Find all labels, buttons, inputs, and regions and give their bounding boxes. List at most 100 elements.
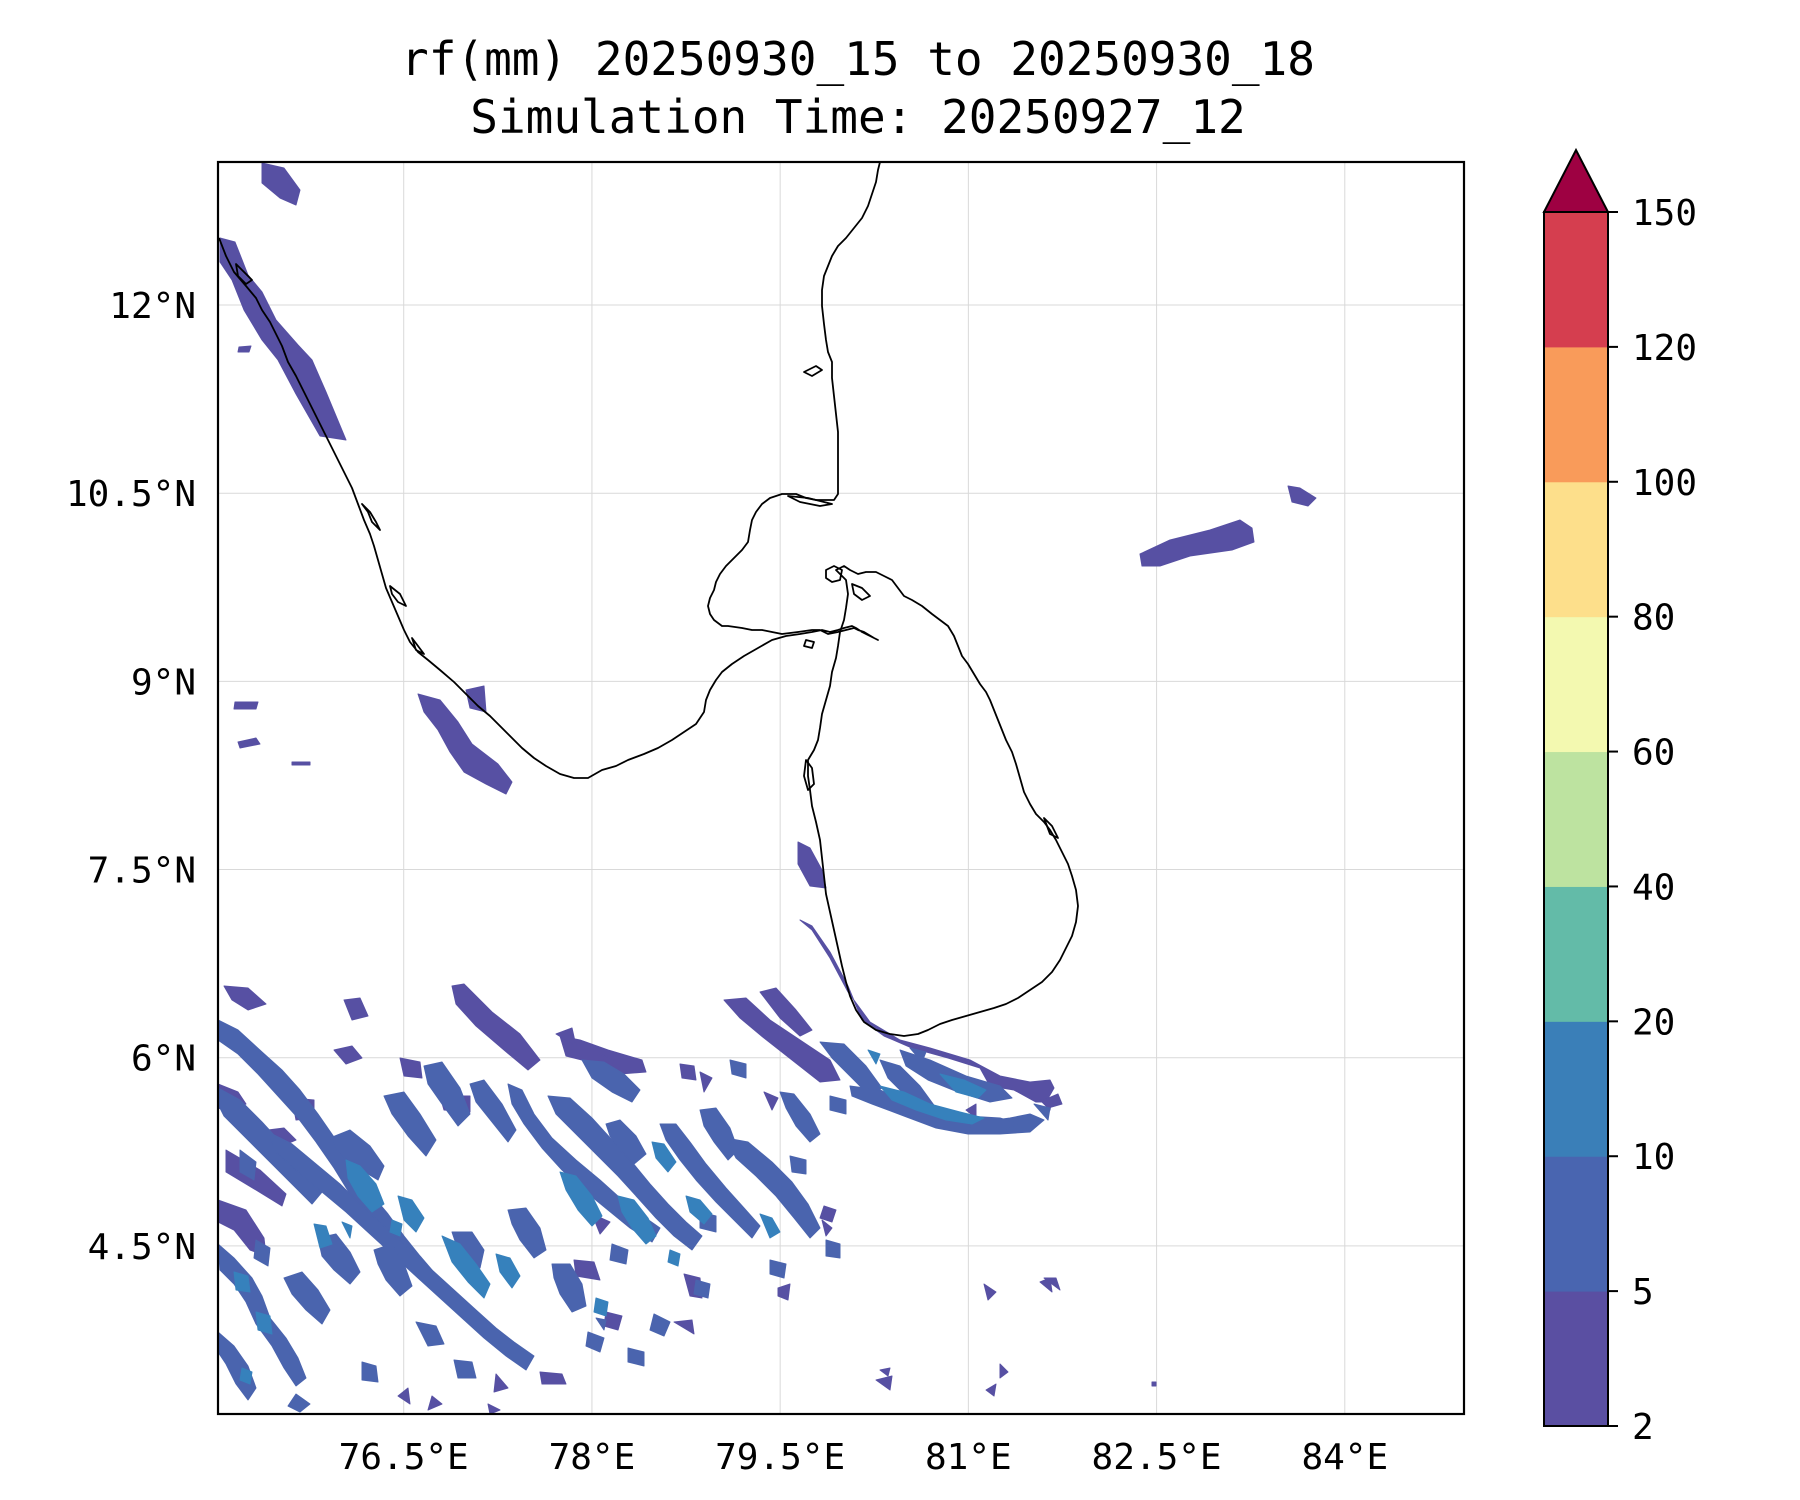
rain-swath-15 <box>779 1091 821 1143</box>
colorbar-tick-label: 100 <box>1632 463 1697 504</box>
rain-patch-sw-22 <box>493 1373 509 1393</box>
rain-core-13 <box>389 1219 403 1237</box>
rain-patch-small-2 <box>465 685 487 713</box>
lon-tick-label: 79.5°E <box>715 1437 845 1478</box>
rain-swath-35 <box>789 1155 807 1175</box>
colorbar-extend-arrow <box>1542 147 1610 213</box>
rain-core-17 <box>239 1367 253 1385</box>
rain-patch-sw-23 <box>397 1387 411 1405</box>
rain-swath-22 <box>373 1243 413 1297</box>
rain-patch-band-e <box>343 997 369 1021</box>
rain-swath-41 <box>595 1317 607 1331</box>
rain-patch-sw-12 <box>699 1071 713 1093</box>
rain-patch-sw-24 <box>427 1395 443 1411</box>
rain-core-18 <box>879 1085 985 1125</box>
rain-core-14 <box>341 1221 353 1239</box>
rain-patch-sw-29 <box>985 1383 997 1397</box>
rain-patch-band-d <box>223 985 267 1011</box>
rain-swath-30 <box>627 1347 645 1367</box>
lat-tick-label: 6°N <box>131 1039 196 1080</box>
rain-swath-37 <box>609 1243 629 1265</box>
rain-swath-36 <box>769 1259 787 1279</box>
colorbar: 2 5 10 20 40 60 80 100 120 150 <box>1542 147 1697 1448</box>
rain-swath-10 <box>581 1059 641 1103</box>
rain-swath-27 <box>361 1361 379 1383</box>
colorbar-tick-label: 150 <box>1632 193 1697 234</box>
palk-strait-island-2 <box>803 365 823 377</box>
rain-band-heavy <box>233 1049 987 1385</box>
rain-patch-band-a <box>723 997 841 1083</box>
colorbar-segment <box>1544 1291 1608 1427</box>
rain-patch-sw-9 <box>555 1027 577 1047</box>
rain-core-1 <box>345 1159 385 1213</box>
colorbar-tick-label: 10 <box>1632 1137 1675 1178</box>
srilanka-jaffna-detail-2 <box>851 583 871 601</box>
lat-tick-label: 12°N <box>109 286 196 327</box>
srilanka-islet <box>803 639 815 649</box>
rain-patch-band-b <box>759 987 813 1037</box>
rain-core-10 <box>313 1223 333 1249</box>
rain-swath-32 <box>585 1331 605 1353</box>
rain-patch-west-coast <box>219 237 347 441</box>
rain-swath-13 <box>699 1107 739 1161</box>
rain-patch-nw-top <box>261 162 301 206</box>
rain-core-2 <box>397 1195 425 1233</box>
lon-tick-label: 81°E <box>925 1437 1012 1478</box>
rain-core-7 <box>651 1141 677 1173</box>
rain-patch-small-1 <box>237 345 252 353</box>
rain-patch-sw-32 <box>965 1103 977 1119</box>
palk-strait-island <box>787 495 833 507</box>
rain-swath-40 <box>729 1059 747 1079</box>
rain-patch-sw-26 <box>821 1219 833 1237</box>
map-frame <box>216 160 1466 1416</box>
map-gridlines <box>218 162 1464 1414</box>
rain-swath-2 <box>218 1087 323 1205</box>
rain-swath-17 <box>253 1239 271 1267</box>
rain-patch-sw-31 <box>879 1367 891 1377</box>
coastlines <box>218 162 1079 1037</box>
rain-patch-sw-21 <box>539 1371 567 1385</box>
colorbar-tick-label: 60 <box>1632 733 1675 774</box>
rain-patch-sw-11 <box>679 1063 697 1081</box>
rain-patch-small-4 <box>237 737 261 749</box>
rain-patch-south-india <box>417 693 513 795</box>
india-coast-inlet-1 <box>361 503 381 531</box>
rain-swath-26 <box>287 1393 311 1413</box>
rain-swath-3 <box>267 1131 535 1371</box>
srilanka-coastline <box>807 565 1079 1037</box>
rain-patch-east-small-3 <box>1043 1093 1063 1109</box>
lon-tick-label: 78°E <box>549 1437 636 1478</box>
rainfall-field <box>218 162 1317 1414</box>
rain-patch-sw-14 <box>819 1205 837 1223</box>
colorbar-segment <box>1544 212 1608 348</box>
india-coastline <box>218 162 881 779</box>
rain-core-6 <box>617 1195 657 1245</box>
srilanka-jaffna-detail <box>825 565 843 583</box>
colorbar-tick-label: 40 <box>1632 867 1675 908</box>
rain-patch-sw-18 <box>777 1283 791 1301</box>
colorbar-outline <box>1543 211 1609 1427</box>
rain-band-medium <box>218 1019 1051 1413</box>
rain-patch-band-c <box>451 983 541 1071</box>
srilanka-east-bay <box>1043 817 1059 839</box>
rain-core-19 <box>939 1073 987 1099</box>
rain-swath-47 <box>1033 1103 1051 1121</box>
latitude-labels: 12°N 10.5°N 9°N 7.5°N 6°N 4.5°N <box>66 286 196 1268</box>
lat-tick-label: 4.5°N <box>88 1227 196 1268</box>
rain-swath-11 <box>605 1119 647 1165</box>
lat-tick-label: 10.5°N <box>66 474 196 515</box>
rain-core-15 <box>593 1297 609 1317</box>
rain-swath-28 <box>415 1321 445 1347</box>
rain-core-11 <box>233 1271 251 1293</box>
map-title: rf(mm) 20250930_15 to 20250930_18 <box>401 32 1315 86</box>
rain-swath-6 <box>423 1061 471 1127</box>
rain-swath-34 <box>693 1279 711 1299</box>
rain-swath-5 <box>383 1091 437 1157</box>
rain-patch-east-small-6 <box>1151 1381 1157 1387</box>
colorbar-tick-label: 120 <box>1632 328 1697 369</box>
rain-swath-19 <box>218 1331 257 1401</box>
rain-core-5 <box>559 1171 603 1227</box>
rain-core-20 <box>867 1049 881 1065</box>
colorbar-segment <box>1544 1021 1608 1157</box>
rain-patch-sw-7 <box>399 1057 423 1079</box>
